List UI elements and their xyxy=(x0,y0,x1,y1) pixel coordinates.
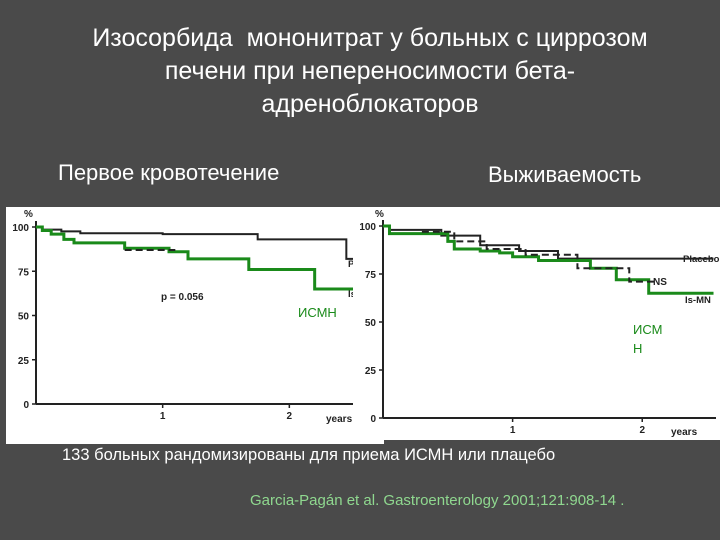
curve-label: Н xyxy=(633,341,642,356)
x-tick-label: 2 xyxy=(639,425,645,436)
curve-label: Is-MN xyxy=(685,295,711,306)
y-tick-label: 75 xyxy=(18,267,30,278)
citation: Garcia-Pagán et al. Gastroenterology 200… xyxy=(250,492,625,509)
series-line-dashed-2 xyxy=(421,230,656,283)
chart-annotation: NS xyxy=(653,277,667,288)
curve-label: Placebo xyxy=(683,254,720,265)
y-tick-label: 75 xyxy=(365,270,377,281)
y-tick-label: 25 xyxy=(365,366,377,377)
chart-annotation: p = 0.056 xyxy=(161,292,204,303)
series-line-is-mn xyxy=(383,224,714,295)
series-line-исмн xyxy=(36,225,366,291)
x-tick-label: 1 xyxy=(510,425,516,436)
slide-title: Изосорбида мононитрат у больных с цирроз… xyxy=(40,22,700,121)
x-tick-label: 2 xyxy=(287,411,293,422)
series-line-placebo xyxy=(383,225,714,260)
y-tick-label: 50 xyxy=(365,318,377,329)
y-tick-label: 25 xyxy=(18,356,30,367)
chart-panel-survival: 0 25 50 75 100 1 2% years NS Placebo Is-MN ИСМ Н xyxy=(353,207,720,440)
caption: 133 больных рандомизированы для приема И… xyxy=(62,446,556,464)
y-unit-label: % xyxy=(375,209,384,220)
title-line-2: печени при непереносимости бета- xyxy=(164,57,576,85)
y-tick-label: 100 xyxy=(12,223,29,234)
title-line-1: Изосорбида мононитрат у больных с цирроз… xyxy=(92,24,648,52)
curve-label: ИСМН xyxy=(298,305,337,320)
chart-survival: 0 25 50 75 100 1 2% years NS Placebo Is-MN ИСМ Н xyxy=(359,209,720,438)
curve-label: ИСМ xyxy=(633,322,662,337)
heading-survival: Выживаемость xyxy=(488,162,642,187)
x-unit-label: years xyxy=(326,414,353,425)
y-tick-label: 0 xyxy=(23,400,29,411)
y-unit-label: % xyxy=(24,209,33,220)
y-tick-label: 100 xyxy=(359,222,376,233)
y-tick-label: 50 xyxy=(18,312,30,323)
x-unit-label: years xyxy=(671,427,698,438)
heading-first-bleeding: Первое кровотечение xyxy=(58,160,280,185)
x-tick-label: 1 xyxy=(160,411,166,422)
y-tick-label: 0 xyxy=(370,414,376,425)
title-line-3: адреноблокаторов xyxy=(261,90,479,118)
